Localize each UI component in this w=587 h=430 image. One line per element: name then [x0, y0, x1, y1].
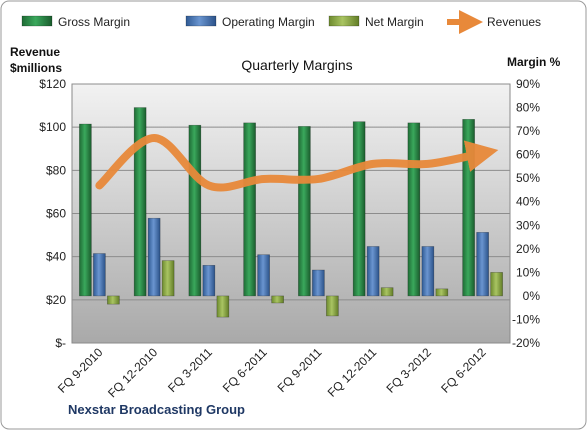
- right-axis-tick-label: 10%: [516, 265, 540, 279]
- operating-margin-legend-swatch: [185, 15, 217, 27]
- left-axis-tick-label: $120: [39, 77, 66, 91]
- right-axis-title: Margin %: [507, 55, 561, 69]
- right-axis-tick-label: 90%: [516, 77, 540, 91]
- left-axis-tick-label: $100: [39, 120, 66, 134]
- left-axis-title-units: $millions: [10, 61, 62, 75]
- right-axis-tick-label: 50%: [516, 171, 540, 185]
- operating-margin-bar: [366, 246, 380, 297]
- net-margin-bar: [380, 287, 394, 297]
- left-axis-tick-label: $20: [46, 293, 66, 307]
- operating-margin-bar: [476, 232, 489, 297]
- operating-margin-bar: [202, 264, 216, 297]
- right-axis: -20% -10% 0% 10% 20% 30% 40% 50% 60% 70% 80% 90%: [512, 77, 540, 350]
- operating-margin-bar: [257, 254, 270, 297]
- legend: Gross Margin Operating Margin Net Margin Re…: [21, 10, 541, 34]
- revenues-legend-label: Revenues: [487, 15, 541, 29]
- left-axis: $- $20 $40 $60 $80 $100 $120: [39, 77, 66, 350]
- net-margin-bar: [435, 288, 449, 297]
- operating-margin-bar: [147, 217, 161, 297]
- gross-margin-bar: [352, 121, 366, 297]
- gross-margin-bar: [188, 124, 202, 297]
- right-axis-tick-label: 80%: [516, 101, 540, 115]
- right-axis-tick-label: -20%: [512, 336, 540, 350]
- gross-margin-legend-swatch: [21, 15, 53, 27]
- gross-margin-bar: [79, 123, 92, 297]
- net-margin-legend-label: Net Margin: [365, 15, 424, 29]
- bars: [79, 107, 503, 318]
- right-axis-tick-label: 0%: [523, 289, 541, 303]
- gross-margin-bar: [133, 107, 147, 297]
- operating-margin-bar: [312, 269, 325, 297]
- net-margin-bar: [490, 272, 503, 297]
- net-margin-bar: [107, 295, 120, 305]
- right-axis-tick-label: 60%: [516, 148, 540, 162]
- right-axis-tick-label: 40%: [516, 195, 540, 209]
- gross-margin-bar: [407, 122, 421, 297]
- gross-margin-bar: [462, 119, 475, 297]
- right-axis-tick-label: 30%: [516, 218, 540, 232]
- left-axis-tick-label: $60: [46, 207, 66, 221]
- net-margin-bar: [161, 260, 175, 297]
- gross-margin-bar: [243, 122, 256, 297]
- revenues-line: [95, 133, 499, 192]
- net-margin-legend-swatch: [328, 15, 360, 27]
- left-axis-tick-label: $80: [46, 163, 66, 177]
- gross-margin-legend-label: Gross Margin: [58, 15, 130, 29]
- right-axis-tick-label: -10%: [512, 312, 540, 326]
- left-axis-tick-label: $-: [55, 336, 66, 350]
- operating-margin-bar: [93, 253, 106, 297]
- gross-margin-bar: [298, 126, 311, 297]
- company-name: Nexstar Broadcasting Group: [68, 402, 245, 417]
- operating-margin-bar: [421, 246, 435, 297]
- left-axis-title: Revenue: [10, 45, 60, 59]
- net-margin-bar: [216, 295, 230, 318]
- chart-title: Quarterly Margins: [241, 57, 352, 73]
- right-axis-tick-label: 70%: [516, 124, 540, 138]
- right-axis-tick-label: 20%: [516, 242, 540, 256]
- net-margin-bar: [326, 295, 339, 317]
- net-margin-bar: [271, 295, 284, 304]
- left-axis-tick-label: $40: [46, 250, 66, 264]
- operating-margin-legend-label: Operating Margin: [222, 15, 315, 29]
